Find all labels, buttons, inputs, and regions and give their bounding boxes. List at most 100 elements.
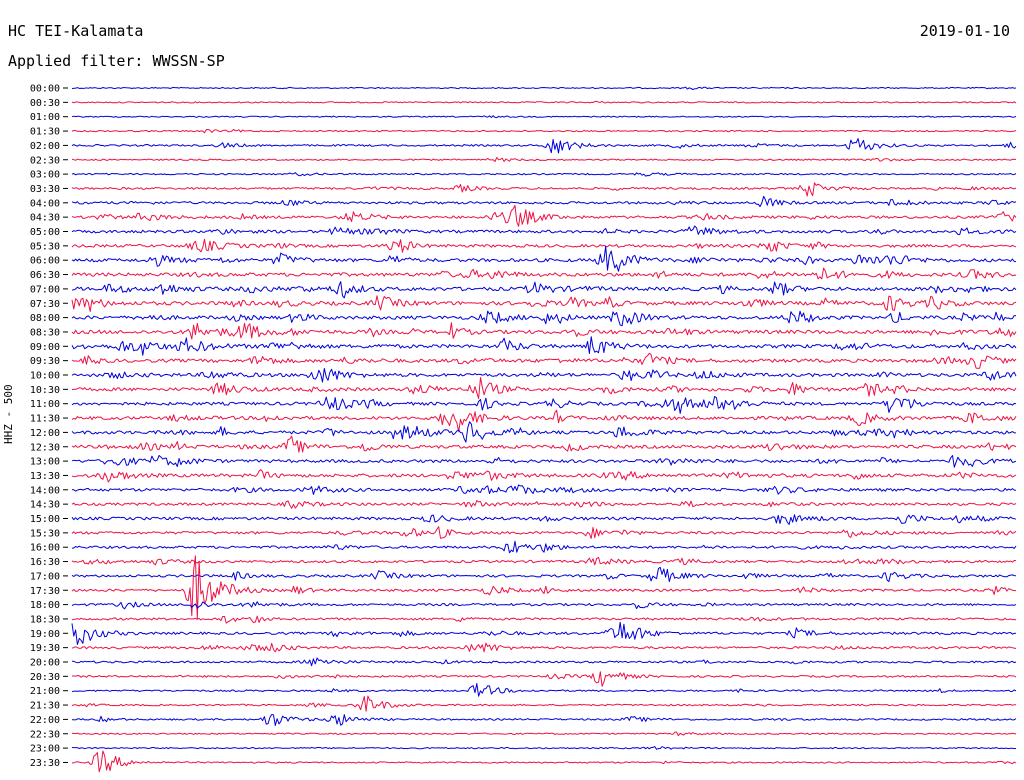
seismogram-trace (72, 671, 1017, 687)
seismogram-trace (71, 746, 1017, 750)
row-label: 14:00 (30, 485, 60, 496)
row-label: 02:00 (30, 141, 60, 152)
seismogram-trace (71, 526, 1017, 539)
row-label: 18:30 (30, 614, 60, 625)
row-label: 04:30 (30, 213, 60, 224)
seismogram-trace (71, 352, 1017, 369)
seismogram-trace (71, 750, 1017, 773)
row-label: 04:00 (30, 198, 60, 209)
seismogram-trace (71, 555, 1016, 620)
row-label: 05:30 (30, 241, 60, 252)
seismogram-trace (71, 683, 1017, 697)
seismogram-trace (71, 435, 1017, 453)
row-label: 16:30 (30, 557, 60, 568)
filter-label: Applied filter: WWSSN-SP (8, 52, 225, 70)
row-label: 19:00 (30, 629, 60, 640)
row-label: 21:00 (30, 686, 60, 697)
row-label: 09:30 (30, 356, 60, 367)
seismogram-trace (72, 657, 1017, 667)
seismogram-trace (71, 195, 1017, 208)
seismogram-trace (71, 455, 1017, 468)
seismogram-trace (71, 336, 1017, 356)
station-title: HC TEI-Kalamata (8, 22, 144, 40)
seismogram-trace (71, 421, 1017, 443)
seismogram-trace (71, 138, 1017, 154)
row-label: 19:30 (30, 643, 60, 654)
seismogram-trace (71, 100, 1017, 104)
seismogram-trace (71, 377, 1017, 399)
seismogram-trace (71, 500, 1017, 509)
row-label: 00:00 (30, 84, 60, 95)
seismogram-trace (71, 86, 1017, 90)
row-label: 01:30 (30, 127, 60, 138)
date-label: 2019-01-10 (919, 22, 1010, 40)
seismogram-trace (71, 615, 1017, 624)
row-label: 16:00 (30, 543, 60, 554)
seismogram-trace (71, 182, 1017, 197)
row-label: 23:00 (30, 744, 60, 755)
seismogram-trace (71, 322, 1017, 340)
seismogram-trace (71, 310, 1017, 327)
row-label: 17:00 (30, 571, 60, 582)
row-label: 15:00 (30, 514, 60, 525)
row-label: 06:00 (30, 256, 60, 267)
seismogram-trace (71, 409, 1017, 433)
row-label: 01:00 (30, 112, 60, 123)
row-label: 00:30 (30, 98, 60, 109)
row-label: 17:30 (30, 586, 60, 597)
seismogram-trace (71, 238, 1017, 253)
row-label: 18:00 (30, 600, 60, 611)
seismogram-trace (71, 621, 1017, 645)
seismogram-trace (71, 172, 1017, 177)
seismogram-trace (71, 566, 1017, 583)
seismogram-trace (71, 514, 1017, 525)
row-label: 13:00 (30, 457, 60, 468)
row-label: 22:30 (30, 729, 60, 740)
seismogram-trace (71, 642, 1017, 653)
row-label: 06:30 (30, 270, 60, 281)
seismogram-trace (71, 714, 1017, 726)
row-label: 11:00 (30, 399, 60, 410)
seismogram-trace (71, 267, 1017, 280)
seismogram-trace (71, 115, 1017, 119)
row-label: 23:30 (30, 758, 60, 769)
row-label: 22:00 (30, 715, 60, 726)
row-label: 08:00 (30, 313, 60, 324)
seismogram-trace (71, 601, 1017, 610)
row-label: 10:00 (30, 371, 60, 382)
seismogram-trace (71, 731, 1017, 737)
row-label: 20:30 (30, 672, 60, 683)
row-label: 08:30 (30, 327, 60, 338)
seismogram-trace (71, 157, 1016, 162)
row-label: 21:30 (30, 701, 60, 712)
row-label: 07:30 (30, 299, 60, 310)
seismogram-trace (71, 128, 1017, 134)
seismogram-trace (71, 245, 1017, 272)
seismogram-trace (71, 295, 1017, 312)
seismogram-trace (71, 469, 1017, 483)
row-label: 11:30 (30, 414, 60, 425)
row-label: 12:00 (30, 428, 60, 439)
seismogram-trace (71, 540, 1017, 554)
row-label: 09:00 (30, 342, 60, 353)
row-label: 03:30 (30, 184, 60, 195)
row-label: 02:30 (30, 155, 60, 166)
row-label: 07:00 (30, 284, 60, 295)
seismogram-trace (71, 225, 1017, 236)
seismogram-trace (71, 368, 1017, 383)
seismogram-trace (71, 484, 1017, 495)
seismogram-trace (71, 695, 1017, 712)
seismogram-trace (71, 281, 1017, 299)
row-label: 15:30 (30, 528, 60, 539)
row-label: 20:00 (30, 658, 60, 669)
row-label: 03:00 (30, 170, 60, 181)
seismogram-trace (71, 556, 1017, 566)
row-label: 10:30 (30, 385, 60, 396)
seismogram-trace (71, 396, 1017, 414)
row-label: 13:30 (30, 471, 60, 482)
seismogram-trace (71, 204, 1017, 227)
row-label: 12:30 (30, 442, 60, 453)
row-label: 05:00 (30, 227, 60, 238)
row-label: 14:30 (30, 500, 60, 511)
